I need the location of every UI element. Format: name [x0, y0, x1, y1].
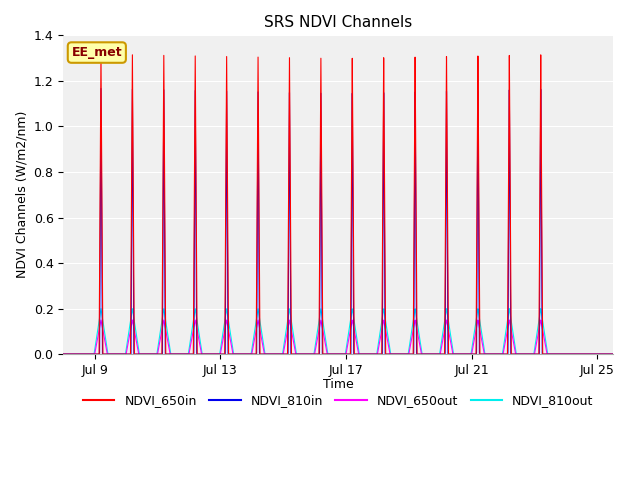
Title: SRS NDVI Channels: SRS NDVI Channels — [264, 15, 412, 30]
NDVI_650out — [609, 351, 617, 357]
NDVI_810out — [563, 351, 571, 357]
NDVI_810out — [228, 344, 236, 349]
NDVI_810out — [97, 306, 105, 312]
NDVI_810out — [609, 351, 617, 357]
NDVI_650in — [609, 351, 617, 357]
NDVI_650in — [563, 351, 571, 357]
NDVI_810in — [60, 351, 67, 357]
NDVI_810out — [426, 351, 434, 357]
NDVI_810in — [563, 351, 571, 357]
NDVI_650in — [460, 351, 468, 357]
NDVI_650out — [426, 351, 434, 357]
NDVI_650in — [426, 351, 434, 357]
NDVI_810in — [609, 351, 617, 357]
NDVI_650out — [460, 351, 468, 357]
NDVI_810out — [241, 351, 249, 357]
NDVI_650in — [97, 51, 105, 57]
NDVI_650out — [97, 317, 105, 323]
NDVI_650out — [241, 351, 249, 357]
NDVI_650out — [152, 351, 160, 357]
X-axis label: Time: Time — [323, 378, 353, 391]
Line: NDVI_650in: NDVI_650in — [63, 54, 613, 354]
NDVI_810in — [228, 351, 236, 357]
Line: NDVI_650out: NDVI_650out — [63, 320, 613, 354]
NDVI_810in — [241, 351, 249, 357]
NDVI_810in — [426, 351, 434, 357]
NDVI_650out — [563, 351, 571, 357]
Legend: NDVI_650in, NDVI_810in, NDVI_650out, NDVI_810out: NDVI_650in, NDVI_810in, NDVI_650out, NDV… — [78, 389, 598, 412]
NDVI_810out — [152, 351, 160, 357]
NDVI_810out — [460, 351, 468, 357]
Text: EE_met: EE_met — [72, 46, 122, 59]
NDVI_650in — [60, 351, 67, 357]
NDVI_810in — [460, 351, 468, 357]
Y-axis label: NDVI Channels (W/m2/nm): NDVI Channels (W/m2/nm) — [15, 111, 28, 278]
NDVI_650out — [228, 348, 236, 354]
NDVI_650in — [241, 351, 249, 357]
NDVI_650in — [228, 351, 236, 357]
Line: NDVI_810in: NDVI_810in — [63, 88, 613, 354]
NDVI_650out — [60, 351, 67, 357]
NDVI_810in — [97, 85, 105, 91]
NDVI_650in — [152, 351, 160, 357]
NDVI_810in — [152, 351, 160, 357]
NDVI_810out — [60, 351, 67, 357]
Line: NDVI_810out: NDVI_810out — [63, 309, 613, 354]
